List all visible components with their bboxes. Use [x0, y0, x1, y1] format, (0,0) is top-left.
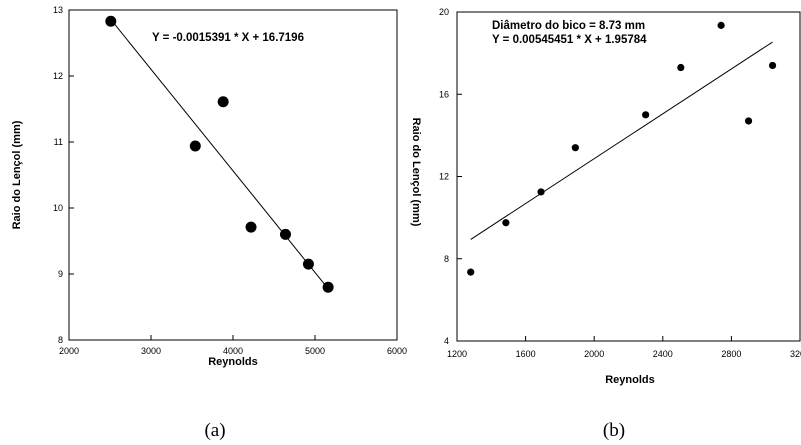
x-axis-title-a: Reynolds [208, 356, 258, 368]
x-axis-title-b: Reynolds [605, 374, 655, 386]
x-tick-label: 2400 [653, 349, 673, 359]
x-tick-label: 6000 [387, 346, 407, 356]
panel-label-b: (b) [603, 420, 625, 441]
x-tick-label: 3000 [141, 346, 161, 356]
fit-line-b [470, 41, 773, 240]
equation-b: Y = 0.00545451 * X + 1.95784 [492, 34, 647, 46]
y-tick-label: 10 [53, 203, 63, 213]
y-tick-label: 12 [53, 71, 63, 81]
y-tick-label: 20 [439, 7, 449, 17]
x-tick-label: 5000 [305, 346, 325, 356]
fit-line-a [110, 19, 329, 289]
y-tick-label: 8 [444, 254, 449, 264]
panel-label-a: (a) [204, 420, 225, 441]
y-axis-title-b: Raio do Lençol (mm) [410, 118, 422, 227]
plot-frame-a [68, 9, 398, 341]
x-tick-label: 2000 [584, 349, 604, 359]
y-tick-label: 9 [58, 269, 63, 279]
y-tick-label: 8 [58, 335, 63, 345]
data-point [571, 144, 579, 152]
axis-ticks-b: 1200 1600 2000 2400 2800 3200 4 8 12 16 20 [439, 7, 801, 359]
data-point [717, 21, 725, 29]
data-point [467, 268, 475, 276]
data-point [217, 96, 229, 108]
x-tick-label: 2800 [721, 349, 741, 359]
data-point [642, 111, 650, 119]
data-points-b [467, 21, 777, 276]
data-point [245, 221, 257, 233]
y-tick-label: 13 [53, 5, 63, 15]
equation-a: Y = -0.0015391 * X + 16.7196 [152, 32, 304, 44]
annotation-nozzle-diameter-b: Diâmetro do bico = 8.73 mm [492, 20, 645, 32]
data-point [744, 117, 753, 125]
chart-panel-a: 2000 3000 4000 5000 6000 8 9 10 11 12 13 Y = -0.00… [11, 5, 407, 368]
x-tick-label: 4000 [223, 346, 243, 356]
y-tick-label: 4 [444, 336, 449, 346]
y-tick-label: 11 [54, 137, 63, 147]
axis-ticks-a: 2000 3000 4000 5000 6000 8 9 10 11 12 13 [53, 5, 407, 356]
data-point [677, 63, 685, 72]
data-points-a [105, 15, 334, 293]
x-tick-label: 3200 [790, 349, 801, 359]
data-point [105, 15, 117, 27]
data-point [302, 258, 314, 270]
data-point [537, 188, 545, 196]
plot-frame-b [456, 11, 801, 342]
chart-panel-b: 1200 1600 2000 2400 2800 3200 4 8 12 16 20 Diâmetr… [410, 7, 801, 386]
data-point [768, 61, 777, 70]
y-tick-label: 12 [439, 172, 449, 182]
data-point [322, 281, 334, 293]
data-point [279, 228, 291, 240]
x-tick-label: 2000 [59, 346, 79, 356]
y-axis-title-a: Raio do Lençol (mm) [11, 120, 23, 229]
data-point [189, 140, 201, 152]
x-tick-label: 1200 [447, 349, 467, 359]
x-tick-label: 1600 [516, 349, 536, 359]
y-tick-label: 16 [439, 89, 449, 99]
data-point [502, 219, 510, 227]
